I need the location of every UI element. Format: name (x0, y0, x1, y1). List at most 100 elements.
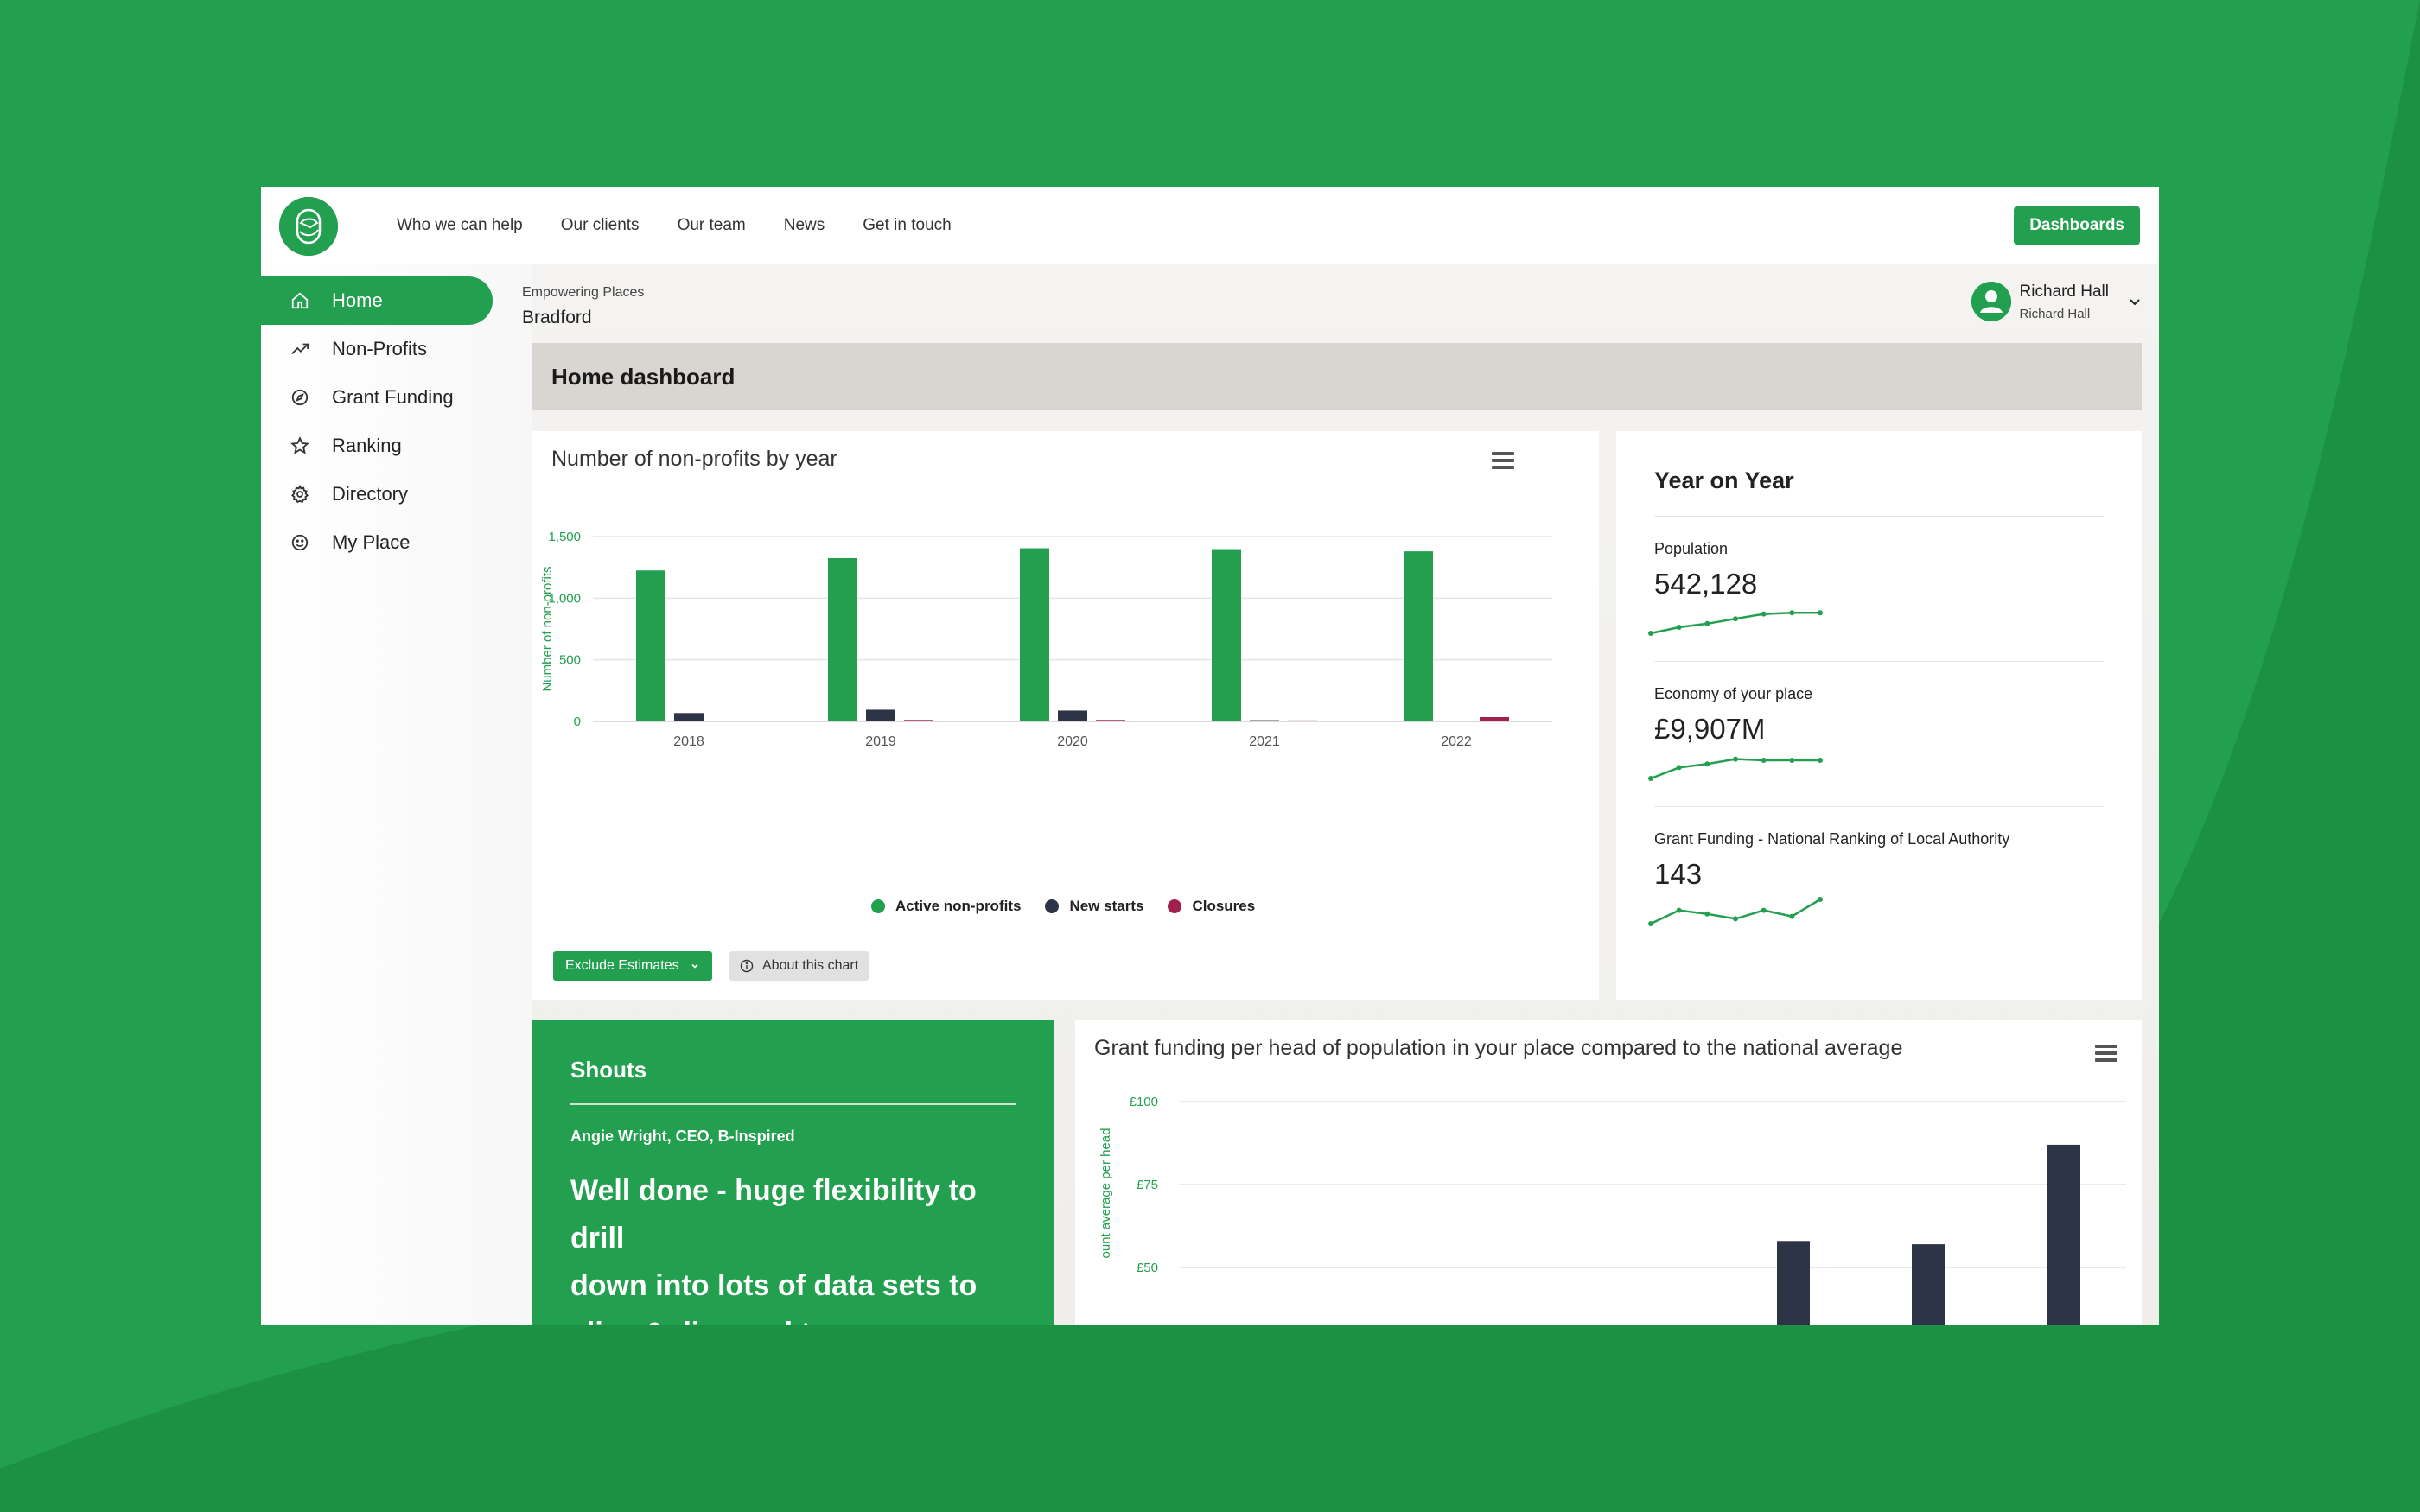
user-menu[interactable]: Richard Hall Richard Hall (1971, 282, 2142, 321)
divider (1654, 806, 2104, 807)
yoy-population-label: Population (1654, 540, 1729, 557)
legend-item-new-starts[interactable]: New starts (1045, 898, 1143, 915)
smiley-icon (290, 533, 309, 552)
sparkline-point (1818, 758, 1823, 763)
chart-title: Grant funding per head of population in … (1094, 1036, 1903, 1060)
bar-active-non-profits-2020[interactable] (1020, 548, 1049, 721)
page-title: Home dashboard (551, 363, 736, 390)
sparkline-point (1789, 610, 1795, 616)
sidebar-item-non-profits[interactable]: Non-Profits (261, 325, 493, 373)
sparkline-path (1650, 758, 1820, 780)
bar-closures-2022[interactable] (1480, 717, 1509, 721)
year-on-year-card: Year on Year Population 542,128 Economy … (1616, 431, 2142, 1000)
grant-ranking-sparkline (1648, 897, 1823, 926)
nav-link-news[interactable]: News (783, 216, 825, 234)
sparkline-point (1648, 776, 1653, 781)
place-name: Bradford (522, 308, 592, 327)
sparkline-point (1789, 913, 1795, 919)
grant-funding-bar-chart: £50 £75 £100 ount average per head (1099, 1095, 2126, 1325)
yoy-grant-ranking-label: Grant Funding - National Ranking of Loca… (1654, 830, 2010, 848)
sparkline-point (1733, 616, 1738, 622)
info-icon (740, 959, 754, 973)
user-name: Richard Hall (2019, 282, 2109, 301)
grant-bar-0[interactable] (1777, 1241, 1810, 1325)
bar-active-non-profits-2021[interactable] (1212, 549, 1241, 721)
nav-links: Who we can help Our clients Our team New… (397, 187, 990, 264)
sparkline-path (1650, 611, 1820, 635)
sparkline-point (1761, 758, 1767, 763)
sidebar-item-grant-funding[interactable]: Grant Funding (261, 373, 493, 422)
legend-label: New starts (1069, 898, 1144, 914)
yoy-population-value: 542,128 (1654, 568, 1758, 600)
sidebar-item-ranking[interactable]: Ranking (261, 422, 493, 470)
sparkline-point (1676, 625, 1682, 630)
sparkline-point (1818, 897, 1823, 902)
grant-bar-2[interactable] (2047, 1144, 2080, 1325)
star-icon (290, 436, 309, 455)
sidebar-item-label: My Place (332, 531, 411, 553)
y-axis-label: ount average per head (1099, 1128, 1113, 1259)
sparkline-point (1733, 916, 1738, 922)
nav-link-who-we-can-help[interactable]: Who we can help (397, 216, 523, 234)
shout-quote-line: down into lots of data sets to (570, 1269, 978, 1302)
bar-active-non-profits-2019[interactable] (828, 557, 857, 721)
bar-new-starts-2020[interactable] (1058, 710, 1087, 721)
top-navigation: Who we can help Our clients Our team New… (261, 187, 2159, 264)
nav-link-get-in-touch[interactable]: Get in touch (863, 216, 952, 234)
sparkline-point (1704, 620, 1710, 626)
app-window: Who we can help Our clients Our team New… (261, 187, 2159, 1325)
population-sparkline (1648, 610, 1823, 636)
year-on-year-title: Year on Year (1654, 467, 1794, 493)
sidebar-item-label: Home (332, 289, 383, 311)
sparkline-point (1704, 911, 1710, 917)
legend-item-active[interactable]: Active non-profits (871, 898, 1021, 915)
nav-link-our-team[interactable]: Our team (677, 216, 746, 234)
x-tick-label: 2022 (1441, 734, 1472, 749)
compass-icon (290, 388, 309, 407)
chart-menu-icon[interactable] (1492, 452, 1514, 469)
sparkline-point (1761, 907, 1767, 913)
sidebar-item-directory[interactable]: Directory (261, 470, 493, 518)
about-chart-button[interactable]: About this chart (729, 951, 869, 981)
y-tick-label: 0 (574, 715, 581, 729)
x-tick-label: 2020 (1057, 734, 1088, 749)
y-tick-label: 500 (559, 653, 581, 668)
legend-label: Closures (1192, 898, 1256, 914)
exclude-estimates-button[interactable]: Exclude Estimates (553, 951, 712, 981)
user-subtitle: Richard Hall (2019, 306, 2091, 321)
x-tick-label: 2021 (1249, 734, 1280, 749)
shout-quote: Well done - huge flexibility to drill do… (570, 1167, 1037, 1325)
shout-author: Angie Wright, CEO, B-Inspired (570, 1128, 795, 1145)
dashboards-button[interactable]: Dashboards (2014, 206, 2140, 245)
bar-active-non-profits-2018[interactable] (636, 570, 666, 721)
grant-bar-1[interactable] (1912, 1244, 1945, 1325)
bar-new-starts-2018[interactable] (674, 713, 704, 721)
chart-menu-icon[interactable] (2095, 1045, 2118, 1062)
bar-closures-2019[interactable] (904, 720, 933, 721)
shouts-card: Shouts Angie Wright, CEO, B-Inspired Wel… (532, 1020, 1054, 1325)
shout-quote-line: Well done - huge flexibility to drill (570, 1174, 977, 1255)
shout-quote-line: slice & dice and to answer so (570, 1310, 1037, 1325)
x-tick-label: 2019 (865, 734, 896, 749)
sidebar-item-home[interactable]: Home (261, 276, 493, 325)
sparkline-point (1733, 756, 1738, 762)
y-tick-label: £50 (1137, 1261, 1158, 1275)
brand-logo[interactable] (279, 197, 338, 256)
bar-closures-2020[interactable] (1096, 720, 1125, 721)
bar-new-starts-2019[interactable] (866, 709, 895, 721)
yoy-grant-ranking-value: 143 (1654, 858, 1703, 890)
legend-item-closures[interactable]: Closures (1168, 898, 1255, 915)
sidebar-item-label: Non-Profits (332, 338, 428, 359)
exclude-estimates-label: Exclude Estimates (565, 958, 679, 973)
nonprofits-bar-chart: 0 500 1,000 1,500 Number of non-profits 2018 2… (540, 530, 1552, 749)
trending-up-icon (290, 340, 309, 359)
sparkline-point (1789, 758, 1795, 763)
sidebar-item-my-place[interactable]: My Place (261, 518, 493, 567)
avatar (1971, 282, 2011, 321)
yoy-economy-label: Economy of your place (1654, 685, 1813, 702)
nonprofits-chart-card: Number of non-profits by year 0 500 1,000 1… (532, 431, 1599, 1000)
gear-icon (290, 485, 309, 504)
bar-active-non-profits-2022[interactable] (1404, 551, 1433, 721)
org-name: Empowering Places (522, 285, 645, 300)
nav-link-our-clients[interactable]: Our clients (560, 216, 640, 234)
